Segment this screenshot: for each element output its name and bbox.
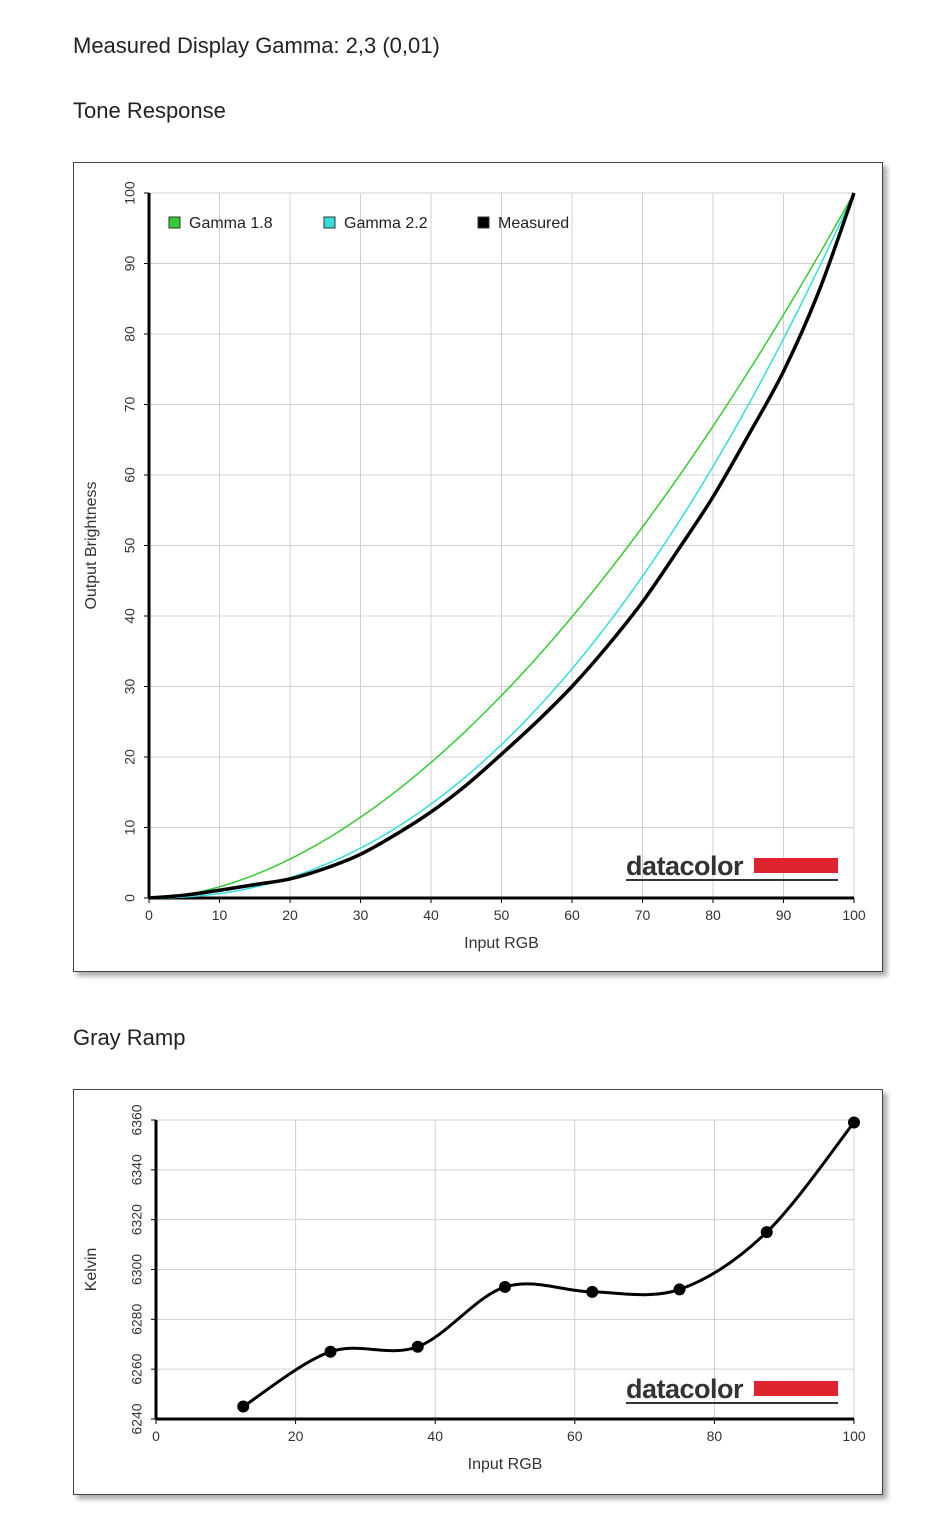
datacolor-logo-bar (754, 1381, 838, 1396)
x-tick-label: 80 (705, 907, 721, 923)
gray-ramp-chart: 0 20 40 60 80 100 6240 6260 6280 6300 6320 6340 6360… (83, 1104, 866, 1473)
y-tick-label: 10 (122, 820, 138, 836)
y-tick-label: 6280 (129, 1304, 145, 1335)
chart-legend: Gamma 1.8 Gamma 2.2 Measured (168, 215, 569, 232)
y-tick-label: 6260 (129, 1353, 145, 1384)
data-point (760, 1226, 773, 1239)
y-tick-label: 50 (122, 538, 138, 554)
series-line-measured (148, 192, 856, 900)
x-tick-label: 70 (635, 907, 651, 923)
x-tick-label: 40 (427, 1428, 443, 1444)
y-tick-label: 40 (122, 608, 138, 624)
gray-ramp-panel: 0 20 40 60 80 100 6240 6260 6280 6300 6320 6340 6360… (73, 1089, 883, 1495)
series-line-kelvin (242, 1121, 856, 1408)
x-tick-label: 40 (423, 907, 439, 923)
data-point (586, 1285, 599, 1298)
x-tick-label: 0 (145, 907, 153, 923)
tone-response-heading: Tone Response (73, 98, 226, 123)
data-point (411, 1340, 424, 1353)
x-tick-label: 30 (353, 907, 369, 923)
x-tick-label: 0 (152, 1428, 160, 1444)
x-tick-label: 20 (288, 1428, 304, 1444)
x-tick-label: 100 (842, 1428, 866, 1444)
tone-response-panel: 0 10 20 30 40 50 60 70 80 90 100 0 10 20 30 40 50 60 70 80 9… (73, 162, 883, 972)
y-axis-title: Output Brightness (83, 481, 100, 609)
y-tick-label: 90 (122, 256, 138, 272)
y-tick-label: 6300 (129, 1254, 145, 1285)
y-tick-label: 30 (122, 679, 138, 695)
measured-gamma-heading: Measured Display Gamma: 2,3 (0,01) (73, 33, 440, 58)
legend-label: Measured (498, 215, 569, 232)
x-tick-label: 100 (842, 907, 866, 923)
legend-label: Gamma 2.2 (344, 215, 428, 232)
datacolor-logo-text: datacolor (626, 851, 744, 881)
data-point (324, 1345, 337, 1358)
y-tick-label: 60 (122, 467, 138, 483)
y-tick-label: 80 (122, 326, 138, 342)
y-tick-label: 6240 (129, 1403, 145, 1434)
x-tick-label: 80 (707, 1428, 723, 1444)
datacolor-logo-text: datacolor (626, 1374, 744, 1404)
y-tick-label: 0 (122, 894, 138, 902)
series-line-gamma-1-8 (148, 192, 855, 899)
gray-ramp-heading: Gray Ramp (73, 1025, 186, 1050)
x-axis-title: Input RGB (464, 935, 539, 952)
legend-label: Gamma 1.8 (189, 215, 273, 232)
legend-swatch (323, 216, 336, 229)
datacolor-logo: datacolor (626, 1374, 838, 1404)
legend-swatch (477, 216, 490, 229)
x-tick-label: 50 (494, 907, 510, 923)
x-tick-label: 20 (282, 907, 298, 923)
x-tick-label: 10 (212, 907, 228, 923)
x-axis-title: Input RGB (468, 1456, 543, 1473)
data-point (848, 1116, 860, 1129)
y-tick-label: 6340 (129, 1154, 145, 1185)
y-axis-title: Kelvin (83, 1248, 100, 1292)
tone-response-chart: 0 10 20 30 40 50 60 70 80 90 100 0 10 20 30 40 50 60 70 80 9… (83, 181, 866, 952)
legend-swatch (168, 216, 181, 229)
x-tick-label: 60 (564, 907, 580, 923)
y-tick-label: 100 (122, 181, 138, 205)
x-tick-label: 60 (567, 1428, 583, 1444)
y-tick-label: 6320 (129, 1204, 145, 1235)
x-tick-label: 90 (776, 907, 792, 923)
datacolor-logo-bar (754, 858, 838, 873)
y-tick-label: 70 (122, 397, 138, 413)
datacolor-logo: datacolor (626, 851, 838, 881)
data-point (673, 1283, 686, 1296)
y-tick-label: 20 (122, 749, 138, 765)
y-tick-label: 6360 (129, 1104, 145, 1135)
data-point (237, 1400, 250, 1413)
data-point (499, 1280, 511, 1293)
